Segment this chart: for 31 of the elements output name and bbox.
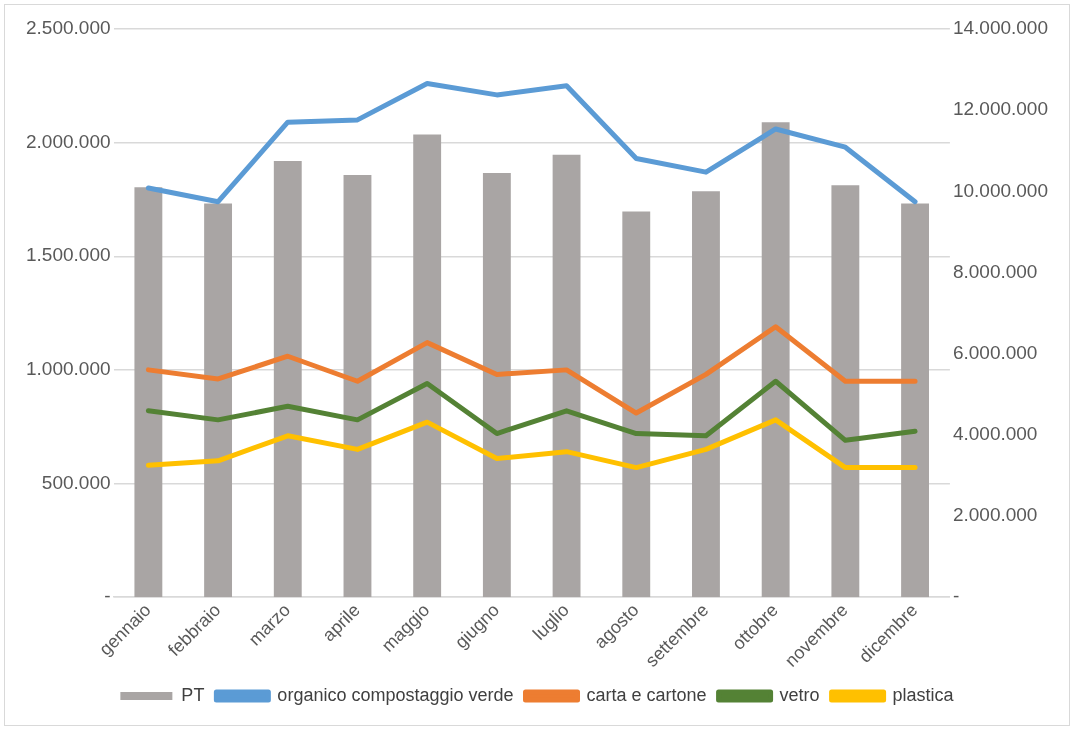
y2-tick-label: 14.000.000 bbox=[952, 17, 1048, 39]
bar bbox=[831, 185, 860, 598]
y-tick-label: 2.000.000 bbox=[25, 130, 111, 152]
bar bbox=[552, 154, 581, 598]
y2-tick-label: 6.000.000 bbox=[952, 341, 1038, 363]
y-tick-label: 500.000 bbox=[41, 471, 111, 493]
bar bbox=[204, 203, 233, 598]
y2-tick-label: 10.000.000 bbox=[952, 179, 1048, 201]
bar bbox=[413, 134, 442, 598]
bar bbox=[761, 122, 790, 598]
y2-tick-label: 12.000.000 bbox=[952, 98, 1048, 120]
legend-label: PT bbox=[181, 684, 205, 705]
y-tick-label: - bbox=[104, 585, 111, 607]
y-tick-label: 1.500.000 bbox=[25, 244, 111, 266]
y-tick-label: 1.000.000 bbox=[25, 358, 111, 380]
legend-label: carta e cartone bbox=[586, 684, 707, 705]
bar bbox=[482, 173, 511, 598]
y-tick-label: 2.500.000 bbox=[25, 17, 111, 39]
y2-tick-label: 2.000.000 bbox=[952, 504, 1038, 526]
legend-label: plastica bbox=[892, 684, 955, 705]
y2-tick-label: 4.000.000 bbox=[952, 423, 1038, 445]
bar bbox=[343, 175, 372, 598]
bar bbox=[273, 160, 302, 598]
y2-tick-label: - bbox=[952, 585, 960, 607]
legend-label: vetro bbox=[779, 684, 820, 705]
y2-tick-label: 8.000.000 bbox=[952, 260, 1038, 282]
bar bbox=[134, 187, 163, 598]
bar bbox=[692, 191, 720, 598]
legend-label: organico compostaggio verde bbox=[277, 684, 514, 705]
bar bbox=[622, 211, 651, 598]
bar bbox=[901, 203, 929, 598]
